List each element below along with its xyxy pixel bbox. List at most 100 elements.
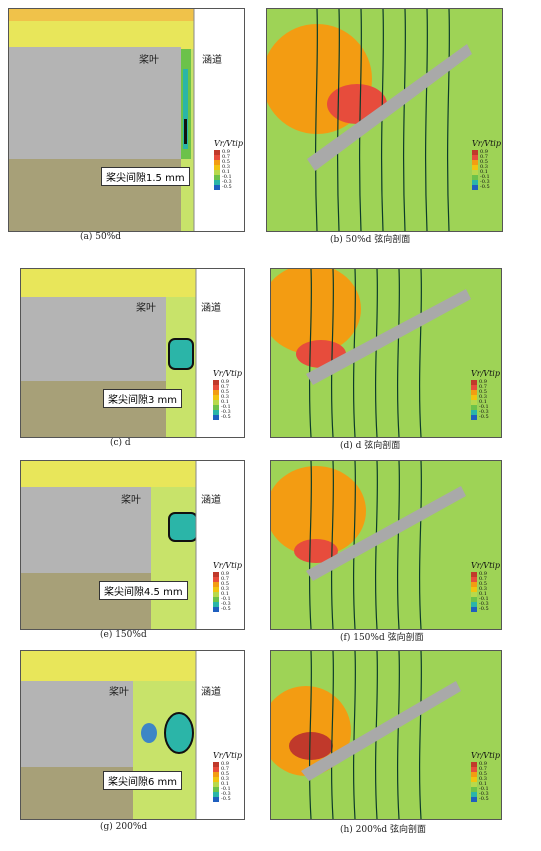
legend-level: 0.1 [222,169,230,175]
legend-swatch [213,572,219,577]
legend-level: 0.7 [221,384,229,390]
caption-f: (f) 150%d 弦向剖面 [340,633,424,643]
caption-e: (e) 150%d [100,630,147,640]
flow-field-b [267,9,472,231]
legend-swatch [213,772,219,777]
legend-level: 0.1 [479,781,487,787]
legend-level: 0.9 [221,571,229,577]
color-legend: Vr/Vtip 0.9 0.7 0.5 0.3 0.1 -0.1 -0.3 -0.5 [471,369,500,420]
legend-row: 0.5 [214,160,242,165]
panel-c-meridional: 桨叶 涵道 桨尖间隙3 mm Vr/Vtip 0.9 0.7 0.5 0.3 0.1 -0.… [20,268,245,438]
legend-row: -0.3 [472,180,500,185]
legend-row: 0.3 [213,777,241,782]
legend-swatch [213,415,219,420]
color-legend: Vr/Vtip 0.9 0.7 0.5 0.3 0.1 -0.1 -0.3 -0.5 [471,751,500,802]
legend-row: -0.5 [213,415,241,420]
legend-level: 0.7 [480,154,488,160]
legend-swatch [471,405,477,410]
legend-swatch [213,582,219,587]
legend-swatch [213,787,219,792]
legend-swatch [472,160,478,165]
legend-level: 0.5 [221,771,229,777]
panel-e-meridional: 桨叶 涵道 桨尖间隙4.5 mm Vr/Vtip 0.9 0.7 0.5 0.3 0.1-… [20,460,245,630]
legend-level: 0.1 [480,169,488,175]
legend-level: -0.1 [480,174,490,180]
legend-swatch [213,385,219,390]
legend-title: Vr/Vtip [471,751,500,760]
legend-level: -0.1 [221,596,231,602]
legend-swatch [471,762,477,767]
legend-swatch [471,772,477,777]
legend-row: 0.7 [472,155,500,160]
legend-row: 0.3 [471,395,499,400]
panel-g-meridional: 桨叶 涵道 桨尖间隙6 mm Vr/Vtip 0.9 0.7 0.5 0.3 0.1 -0.… [20,650,245,820]
legend-level: 0.9 [479,379,487,385]
legend-row: -0.5 [472,185,500,190]
legend-level: -0.5 [479,414,489,420]
legend-level: 0.3 [479,776,487,782]
legend-row: 0.7 [214,155,242,160]
legend-swatch [471,410,477,415]
legend-swatch [472,180,478,185]
caption-a: (a) 50%d [80,232,122,242]
legend-level: 0.3 [221,394,229,400]
legend-swatch [471,572,477,577]
legend-row: -0.3 [213,602,241,607]
legend-swatch [472,170,478,175]
legend-row: -0.1 [471,787,499,792]
legend-row: 0.1 [213,400,241,405]
legend-swatch [471,385,477,390]
legend-row: -0.5 [471,797,499,802]
flow-field-a [9,9,244,231]
duct-label: 涵道 [201,303,221,314]
flow-field-d [271,269,471,437]
legend-swatch [214,180,220,185]
legend-row: 0.3 [214,165,242,170]
legend-level: -0.3 [479,601,489,607]
flow-field-e [21,461,244,629]
legend-level: 0.9 [479,761,487,767]
legend-level: -0.1 [479,596,489,602]
legend-level: 0.1 [221,781,229,787]
legend-row: 0.9 [472,150,500,155]
legend-row: -0.5 [214,185,242,190]
legend-swatch [471,415,477,420]
panel-f-chordwise: Vr/Vtip 0.9 0.7 0.5 0.3 0.1 -0.1 -0.3 -0.5 [270,460,502,630]
legend-row: 0.7 [213,577,241,582]
flow-field-g [21,651,244,819]
legend-level: -0.5 [480,184,490,190]
legend-level: -0.3 [479,409,489,415]
legend-row: -0.3 [214,180,242,185]
legend-row: 0.7 [213,767,241,772]
legend-row: -0.1 [213,787,241,792]
legend-title: Vr/Vtip [472,139,501,148]
legend-swatch [213,400,219,405]
legend-level: 0.3 [222,164,230,170]
blade-label: 桨叶 [109,687,129,698]
legend-row: 0.3 [471,777,499,782]
duct-label: 涵道 [202,55,222,66]
legend-level: 0.5 [221,389,229,395]
legend-level: 0.9 [221,379,229,385]
legend-row: 0.5 [213,582,241,587]
tip-gap-label: 桨尖间隙1.5 mm [101,167,190,186]
legend-row: 0.3 [213,395,241,400]
color-legend: Vr/Vtip 0.9 0.7 0.5 0.3 0.1 -0.1 -0.3 -0.5 [213,561,242,612]
legend-level: -0.5 [221,414,231,420]
color-legend: Vr/Vtip 0.9 0.7 0.5 0.3 0.1 -0.1 -0.3 -0.5 [214,139,243,190]
legend-swatch [472,150,478,155]
legend-swatch [471,787,477,792]
legend-swatch [213,380,219,385]
legend-level: 0.7 [221,576,229,582]
legend-row: 0.3 [213,587,241,592]
legend-level: 0.1 [479,591,487,597]
legend-row: -0.5 [213,607,241,612]
legend-level: -0.3 [221,409,231,415]
blade-label: 桨叶 [136,303,156,314]
legend-swatch [471,390,477,395]
legend-swatch [214,150,220,155]
legend-level: 0.5 [221,581,229,587]
legend-row: 0.3 [471,587,499,592]
legend-level: -0.5 [222,184,232,190]
legend-level: 0.9 [222,149,230,155]
